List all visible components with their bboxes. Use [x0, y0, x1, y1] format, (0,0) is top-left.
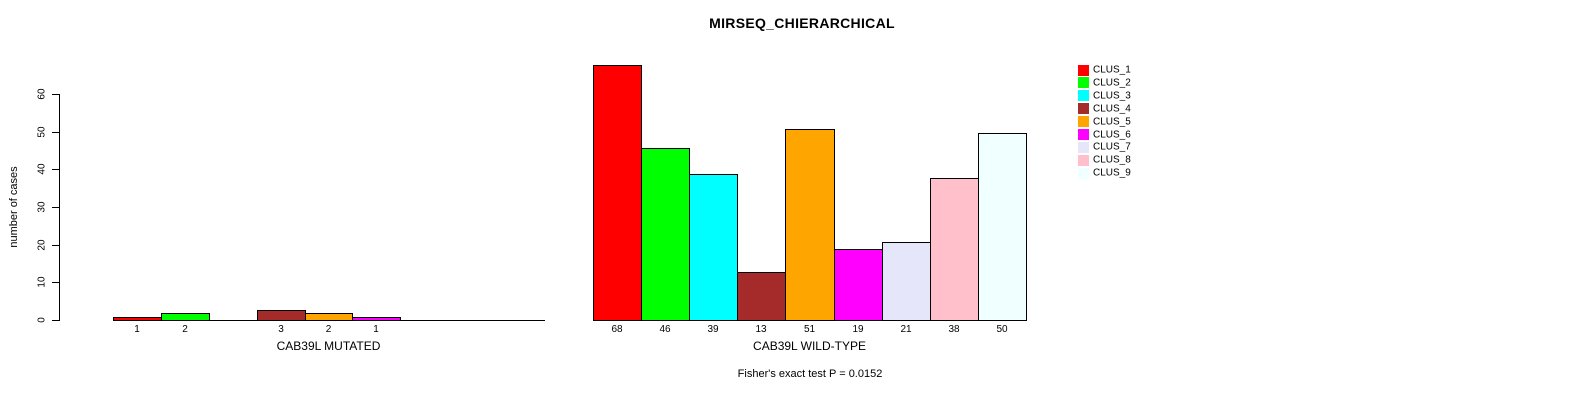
bar-value-label: 39	[707, 324, 719, 335]
bar-clus_5	[785, 129, 835, 321]
bar-clus_3	[689, 174, 738, 321]
bar-clus_1	[113, 317, 162, 321]
legend-swatch-clus_3	[1078, 90, 1089, 102]
x-axis-label: CAB39L MUTATED	[276, 339, 381, 353]
legend-swatch-clus_2	[1078, 77, 1089, 89]
y-axis-tick-label: 20	[36, 239, 48, 251]
legend-swatch-clus_7	[1078, 141, 1089, 153]
bar-value-label: 68	[611, 324, 623, 335]
y-axis-tick	[52, 169, 60, 170]
bar-clus_8	[930, 178, 979, 321]
legend-swatch-clus_8	[1078, 154, 1089, 166]
bar-clus_6	[352, 317, 401, 321]
fisher-test-annotation: Fisher's exact test P = 0.0152	[737, 368, 883, 380]
bar-value-label: 3	[278, 324, 284, 335]
bar-clus_1	[593, 65, 642, 321]
y-axis-tick	[52, 132, 60, 133]
chart-title: MIRSEQ_CHIERARCHICAL	[709, 15, 895, 31]
legend-label-clus_3: CLUS_3	[1093, 90, 1131, 102]
y-axis-tick	[52, 282, 60, 283]
bar-clus_9	[978, 133, 1027, 321]
legend-label-clus_7: CLUS_7	[1093, 141, 1131, 153]
bar-value-label: 2	[182, 324, 188, 335]
y-axis-tick	[52, 94, 60, 95]
legend-swatch-clus_1	[1078, 64, 1089, 76]
y-axis-tick-label: 60	[36, 88, 48, 100]
bar-value-label: 51	[803, 324, 816, 335]
legend-swatch-clus_6	[1078, 129, 1089, 140]
y-axis-tick-label: 0	[36, 317, 48, 323]
bar-value-label: 19	[852, 324, 864, 335]
y-axis-tick-label: 30	[36, 201, 48, 213]
y-axis-tick	[52, 245, 60, 246]
y-axis-tick-label: 10	[36, 276, 48, 288]
legend-label-clus_6: CLUS_6	[1093, 129, 1131, 140]
bar-value-label: 21	[900, 324, 912, 335]
bar-clus_5	[305, 313, 353, 321]
legend-swatch-clus_5	[1078, 116, 1089, 128]
bar-value-label: 1	[373, 324, 379, 335]
y-axis-tick	[52, 207, 60, 208]
bar-clus_2	[641, 148, 690, 321]
bar-value-label: 50	[996, 324, 1008, 335]
legend-label-clus_5: CLUS_5	[1093, 116, 1131, 128]
bar-clus_4	[737, 272, 786, 321]
legend-swatch-clus_4	[1078, 103, 1089, 115]
legend-label-clus_1: CLUS_1	[1093, 64, 1131, 76]
bar-value-label: 1	[134, 324, 140, 335]
bar-clus_2	[161, 313, 210, 321]
legend-label-clus_9: CLUS_9	[1093, 167, 1131, 179]
bar-value-label: 2	[325, 324, 332, 335]
legend-label-clus_8: CLUS_8	[1093, 154, 1131, 166]
y-axis-tick	[52, 320, 60, 321]
bar-clus_7	[882, 242, 931, 321]
y-axis-title: number of cases	[8, 166, 20, 248]
bar-value-label: 46	[659, 324, 671, 335]
bar-value-label: 38	[948, 324, 960, 335]
bar-clus_4	[257, 310, 306, 321]
legend-label-clus_4: CLUS_4	[1093, 103, 1131, 115]
legend-swatch-clus_9	[1078, 167, 1089, 179]
legend-label-clus_2: CLUS_2	[1093, 77, 1131, 89]
y-axis-tick-label: 50	[36, 126, 48, 138]
bar-clus_6	[834, 249, 883, 321]
y-axis-tick-label: 40	[36, 163, 48, 175]
bar-value-label: 13	[755, 324, 767, 335]
x-axis-label: CAB39L WILD-TYPE	[753, 339, 866, 353]
